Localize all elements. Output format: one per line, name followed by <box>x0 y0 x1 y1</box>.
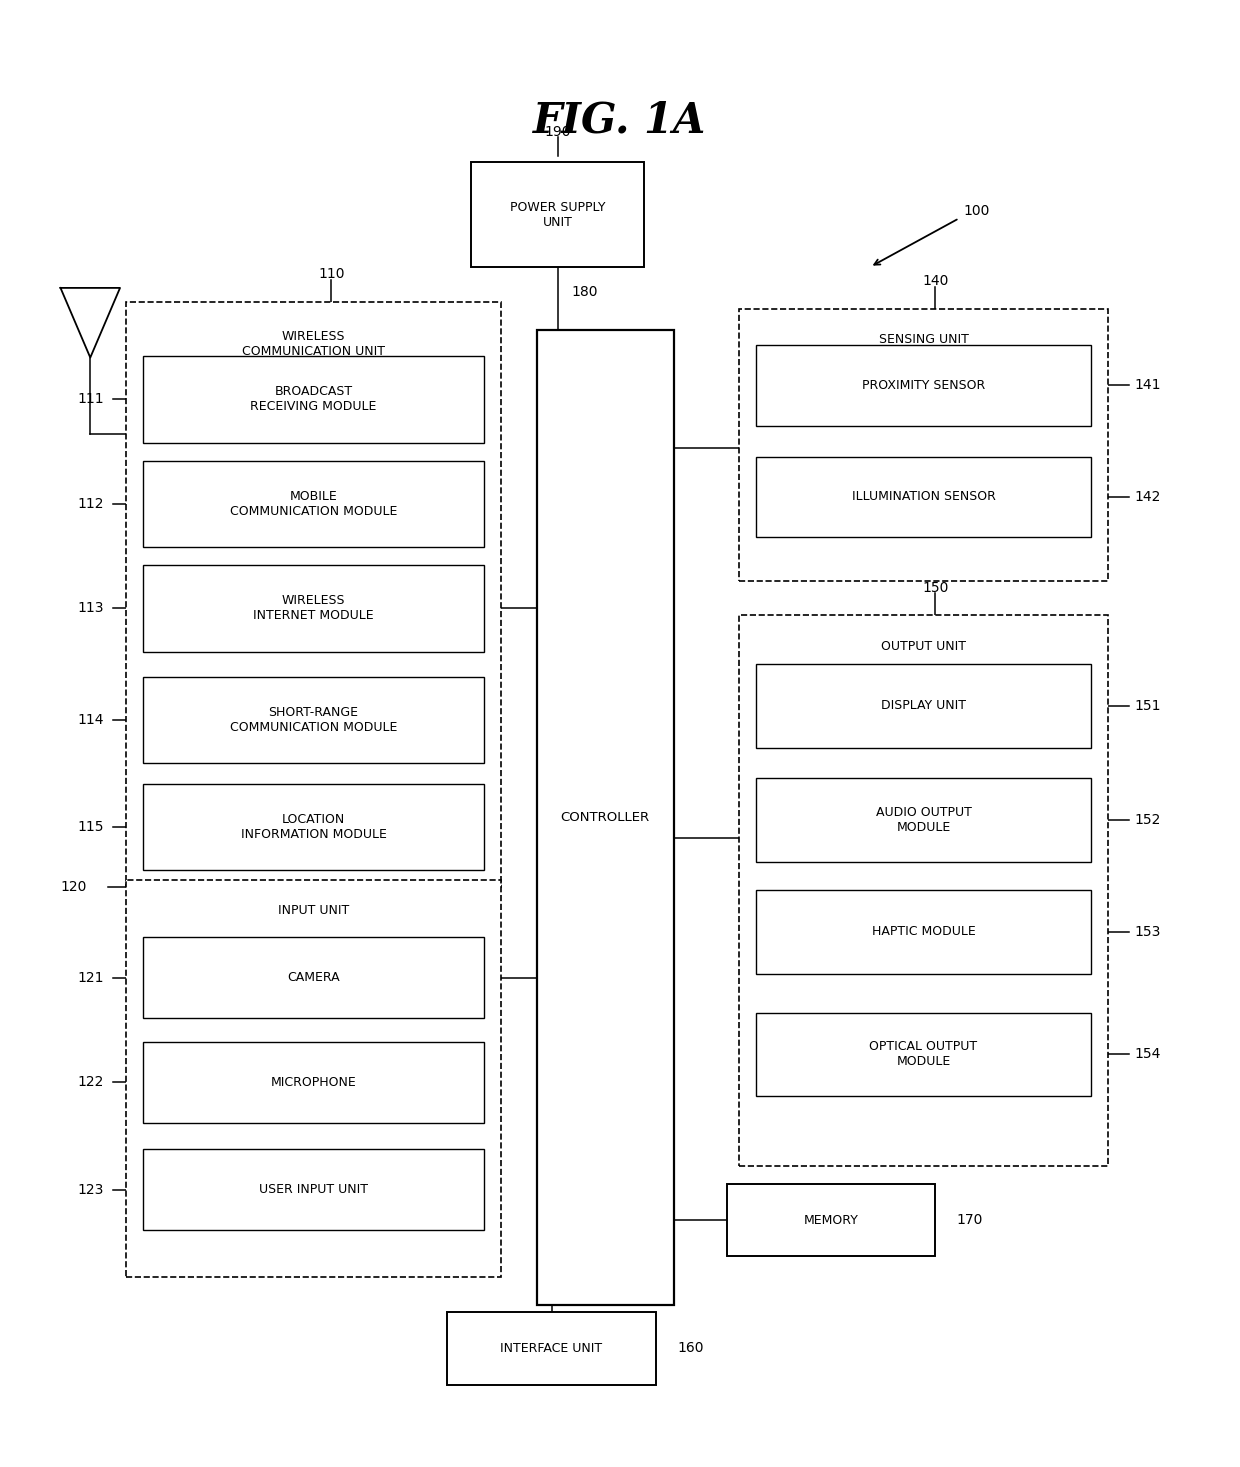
Text: MEMORY: MEMORY <box>804 1213 859 1226</box>
Text: SHORT-RANGE
COMMUNICATION MODULE: SHORT-RANGE COMMUNICATION MODULE <box>229 706 397 734</box>
Text: CONTROLLER: CONTROLLER <box>560 811 650 824</box>
FancyBboxPatch shape <box>755 345 1091 425</box>
FancyBboxPatch shape <box>143 1042 485 1122</box>
Text: FIG. 1A: FIG. 1A <box>533 100 707 142</box>
Text: USER INPUT UNIT: USER INPUT UNIT <box>259 1182 368 1196</box>
Text: 120: 120 <box>61 880 87 895</box>
FancyBboxPatch shape <box>755 665 1091 748</box>
Text: WIRELESS
INTERNET MODULE: WIRELESS INTERNET MODULE <box>253 594 373 622</box>
Text: 170: 170 <box>957 1213 983 1228</box>
Text: 112: 112 <box>77 497 104 511</box>
Text: CAMERA: CAMERA <box>288 971 340 984</box>
Text: AUDIO OUTPUT
MODULE: AUDIO OUTPUT MODULE <box>875 807 971 835</box>
Text: MICROPHONE: MICROPHONE <box>270 1075 356 1089</box>
Text: OUTPUT UNIT: OUTPUT UNIT <box>882 640 966 653</box>
Text: 123: 123 <box>77 1182 104 1197</box>
Text: 113: 113 <box>77 601 104 616</box>
FancyBboxPatch shape <box>727 1184 935 1256</box>
FancyBboxPatch shape <box>755 456 1091 537</box>
FancyBboxPatch shape <box>755 779 1091 863</box>
Text: 100: 100 <box>963 204 991 219</box>
Text: 160: 160 <box>677 1341 703 1356</box>
Text: LOCATION
INFORMATION MODULE: LOCATION INFORMATION MODULE <box>241 813 387 841</box>
FancyBboxPatch shape <box>739 615 1109 1166</box>
Text: 114: 114 <box>77 713 104 728</box>
FancyBboxPatch shape <box>755 1012 1091 1096</box>
Text: 121: 121 <box>77 971 104 984</box>
Text: HAPTIC MODULE: HAPTIC MODULE <box>872 926 976 939</box>
Text: 152: 152 <box>1135 813 1161 827</box>
FancyBboxPatch shape <box>143 461 485 547</box>
Text: PROXIMITY SENSOR: PROXIMITY SENSOR <box>862 378 985 392</box>
FancyBboxPatch shape <box>143 676 485 763</box>
FancyBboxPatch shape <box>739 308 1109 581</box>
Text: WIRELESS
COMMUNICATION UNIT: WIRELESS COMMUNICATION UNIT <box>242 330 384 358</box>
Text: 111: 111 <box>77 392 104 406</box>
FancyBboxPatch shape <box>143 783 485 870</box>
FancyBboxPatch shape <box>471 163 644 267</box>
Text: OPTICAL OUTPUT
MODULE: OPTICAL OUTPUT MODULE <box>869 1040 977 1068</box>
FancyBboxPatch shape <box>537 330 673 1306</box>
Text: DISPLAY UNIT: DISPLAY UNIT <box>882 700 966 713</box>
Text: 140: 140 <box>923 274 949 288</box>
Text: BROADCAST
RECEIVING MODULE: BROADCAST RECEIVING MODULE <box>250 386 377 414</box>
Text: 154: 154 <box>1135 1047 1161 1062</box>
Text: 110: 110 <box>319 267 345 282</box>
Text: SENSING UNIT: SENSING UNIT <box>879 333 968 346</box>
Text: 141: 141 <box>1135 378 1161 393</box>
FancyBboxPatch shape <box>143 1149 485 1229</box>
FancyBboxPatch shape <box>143 937 485 1018</box>
Text: POWER SUPPLY
UNIT: POWER SUPPLY UNIT <box>510 201 605 229</box>
FancyBboxPatch shape <box>126 880 501 1278</box>
Text: MOBILE
COMMUNICATION MODULE: MOBILE COMMUNICATION MODULE <box>229 490 397 518</box>
Text: 150: 150 <box>923 581 949 594</box>
Text: 115: 115 <box>77 820 104 835</box>
FancyBboxPatch shape <box>126 302 501 888</box>
Text: 122: 122 <box>77 1075 104 1090</box>
Text: INPUT UNIT: INPUT UNIT <box>278 904 350 917</box>
Text: 142: 142 <box>1135 490 1161 505</box>
FancyBboxPatch shape <box>755 890 1091 974</box>
Text: 180: 180 <box>572 285 598 299</box>
Text: 190: 190 <box>544 125 570 139</box>
Text: 153: 153 <box>1135 924 1161 939</box>
FancyBboxPatch shape <box>143 565 485 651</box>
FancyBboxPatch shape <box>143 356 485 443</box>
FancyBboxPatch shape <box>448 1311 656 1385</box>
Text: 151: 151 <box>1135 698 1161 713</box>
Text: ILLUMINATION SENSOR: ILLUMINATION SENSOR <box>852 490 996 503</box>
Text: INTERFACE UNIT: INTERFACE UNIT <box>501 1342 603 1356</box>
